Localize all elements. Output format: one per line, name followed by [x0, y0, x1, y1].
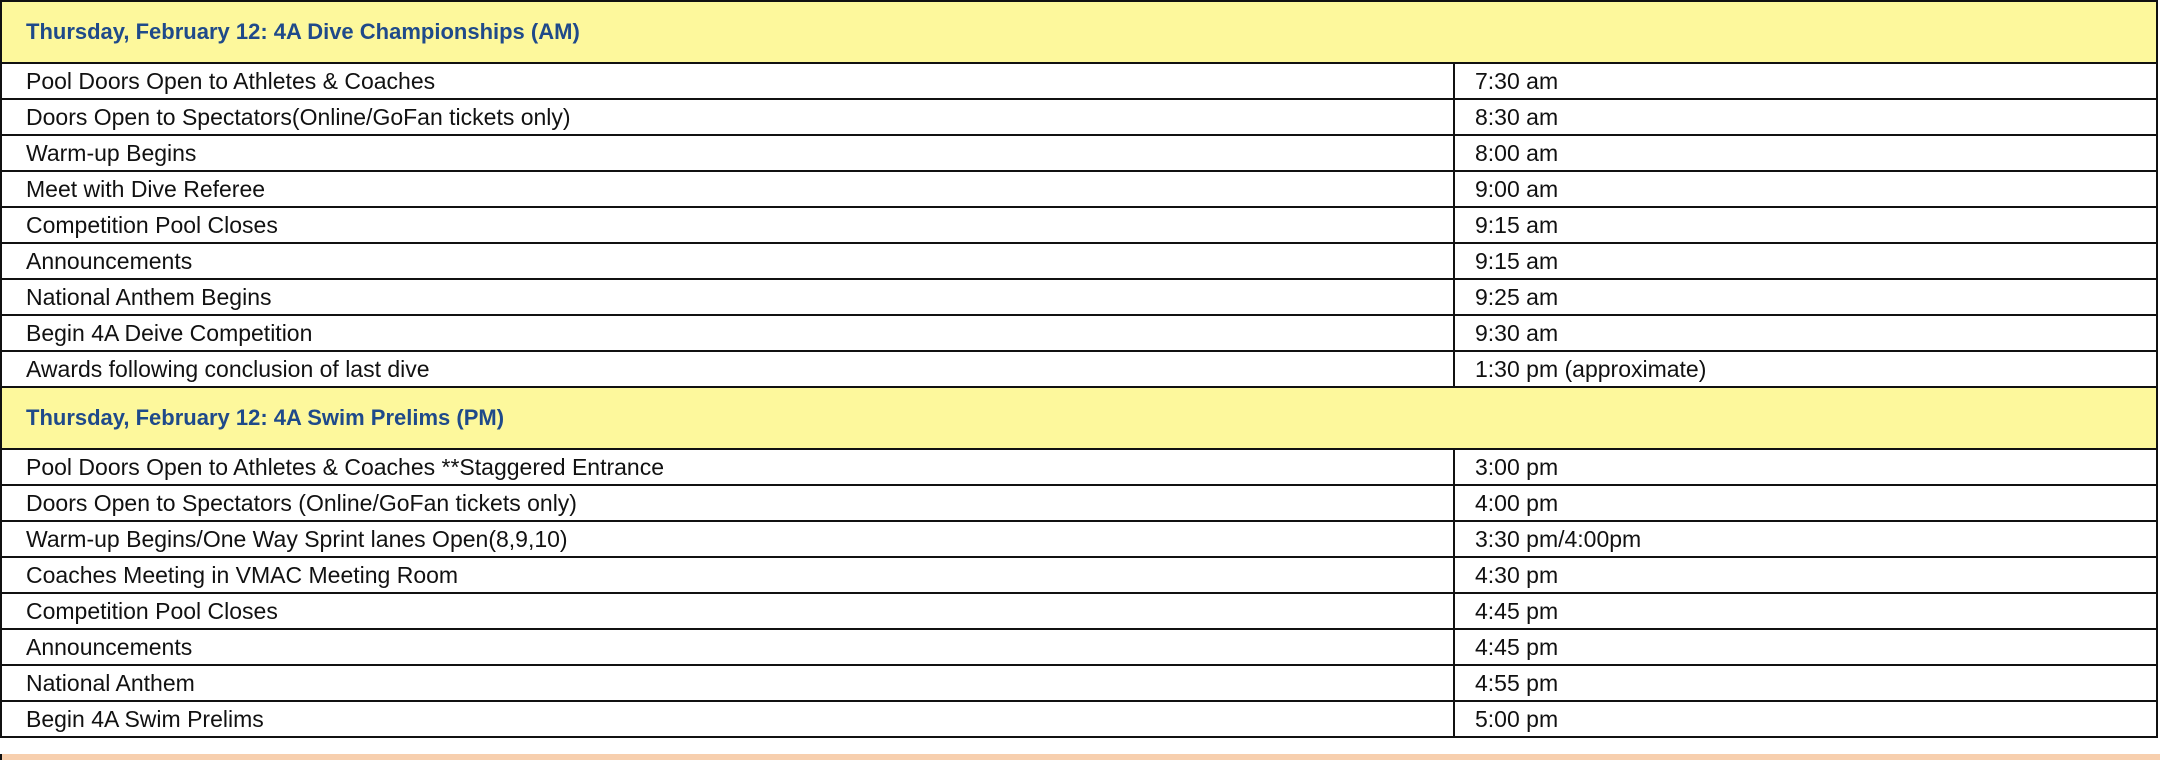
table-row: Coaches Meeting in VMAC Meeting Room 4:30… [0, 556, 2158, 594]
table-row: Announcements 9:15 am [0, 242, 2158, 280]
event-cell: Awards following conclusion of last dive [0, 350, 1455, 388]
event-cell: Pool Doors Open to Athletes & Coaches [0, 62, 1455, 100]
table-row: Begin 4A Swim Prelims 5:00 pm [0, 700, 2158, 738]
table-row: National Anthem 4:55 pm [0, 664, 2158, 702]
table-row: Begin 4A Deive Competition 9:30 am [0, 314, 2158, 352]
event-cell: Competition Pool Closes [0, 592, 1455, 630]
event-cell: Doors Open to Spectators (Online/GoFan t… [0, 484, 1455, 522]
time-cell: 9:15 am [1453, 206, 2158, 244]
table-row: Pool Doors Open to Athletes & Coaches 7:3… [0, 62, 2158, 100]
table-row: Competition Pool Closes 9:15 am [0, 206, 2158, 244]
table-row: Doors Open to Spectators(Online/GoFan ti… [0, 98, 2158, 136]
schedule-table: Thursday, February 12: 4A Dive Champions… [0, 0, 2158, 738]
next-section-header-partial [0, 754, 2160, 760]
table-row: Warm-up Begins 8:00 am [0, 134, 2158, 172]
time-cell: 1:30 pm (approximate) [1453, 350, 2158, 388]
event-cell: Announcements [0, 242, 1455, 280]
table-row: Competition Pool Closes 4:45 pm [0, 592, 2158, 630]
section-header: Thursday, February 12: 4A Swim Prelims (… [0, 386, 2158, 450]
time-cell: 4:30 pm [1453, 556, 2158, 594]
table-row: Awards following conclusion of last dive… [0, 350, 2158, 388]
section-title: Thursday, February 12: 4A Dive Champions… [0, 0, 2158, 64]
time-cell: 4:45 pm [1453, 628, 2158, 666]
event-cell: Warm-up Begins [0, 134, 1455, 172]
table-row: Meet with Dive Referee 9:00 am [0, 170, 2158, 208]
event-cell: Coaches Meeting in VMAC Meeting Room [0, 556, 1455, 594]
time-cell: 4:45 pm [1453, 592, 2158, 630]
event-cell: Doors Open to Spectators(Online/GoFan ti… [0, 98, 1455, 136]
time-cell: 3:00 pm [1453, 448, 2158, 486]
event-cell: National Anthem [0, 664, 1455, 702]
event-cell: Pool Doors Open to Athletes & Coaches **… [0, 448, 1455, 486]
table-row: Warm-up Begins/One Way Sprint lanes Open… [0, 520, 2158, 558]
event-cell: Begin 4A Deive Competition [0, 314, 1455, 352]
time-cell: 4:00 pm [1453, 484, 2158, 522]
event-cell: Meet with Dive Referee [0, 170, 1455, 208]
event-cell: National Anthem Begins [0, 278, 1455, 316]
time-cell: 5:00 pm [1453, 700, 2158, 738]
section-title: Thursday, February 12: 4A Swim Prelims (… [0, 386, 2158, 450]
event-cell: Competition Pool Closes [0, 206, 1455, 244]
time-cell: 7:30 am [1453, 62, 2158, 100]
time-cell: 8:00 am [1453, 134, 2158, 172]
event-cell: Announcements [0, 628, 1455, 666]
table-row: Pool Doors Open to Athletes & Coaches **… [0, 448, 2158, 486]
table-row: Doors Open to Spectators (Online/GoFan t… [0, 484, 2158, 522]
table-row: Announcements 4:45 pm [0, 628, 2158, 666]
time-cell: 9:30 am [1453, 314, 2158, 352]
time-cell: 3:30 pm/4:00pm [1453, 520, 2158, 558]
event-cell: Begin 4A Swim Prelims [0, 700, 1455, 738]
time-cell: 9:00 am [1453, 170, 2158, 208]
event-cell: Warm-up Begins/One Way Sprint lanes Open… [0, 520, 1455, 558]
section-header: Thursday, February 12: 4A Dive Champions… [0, 0, 2158, 64]
time-cell: 9:25 am [1453, 278, 2158, 316]
time-cell: 4:55 pm [1453, 664, 2158, 702]
time-cell: 8:30 am [1453, 98, 2158, 136]
table-row: National Anthem Begins 9:25 am [0, 278, 2158, 316]
time-cell: 9:15 am [1453, 242, 2158, 280]
